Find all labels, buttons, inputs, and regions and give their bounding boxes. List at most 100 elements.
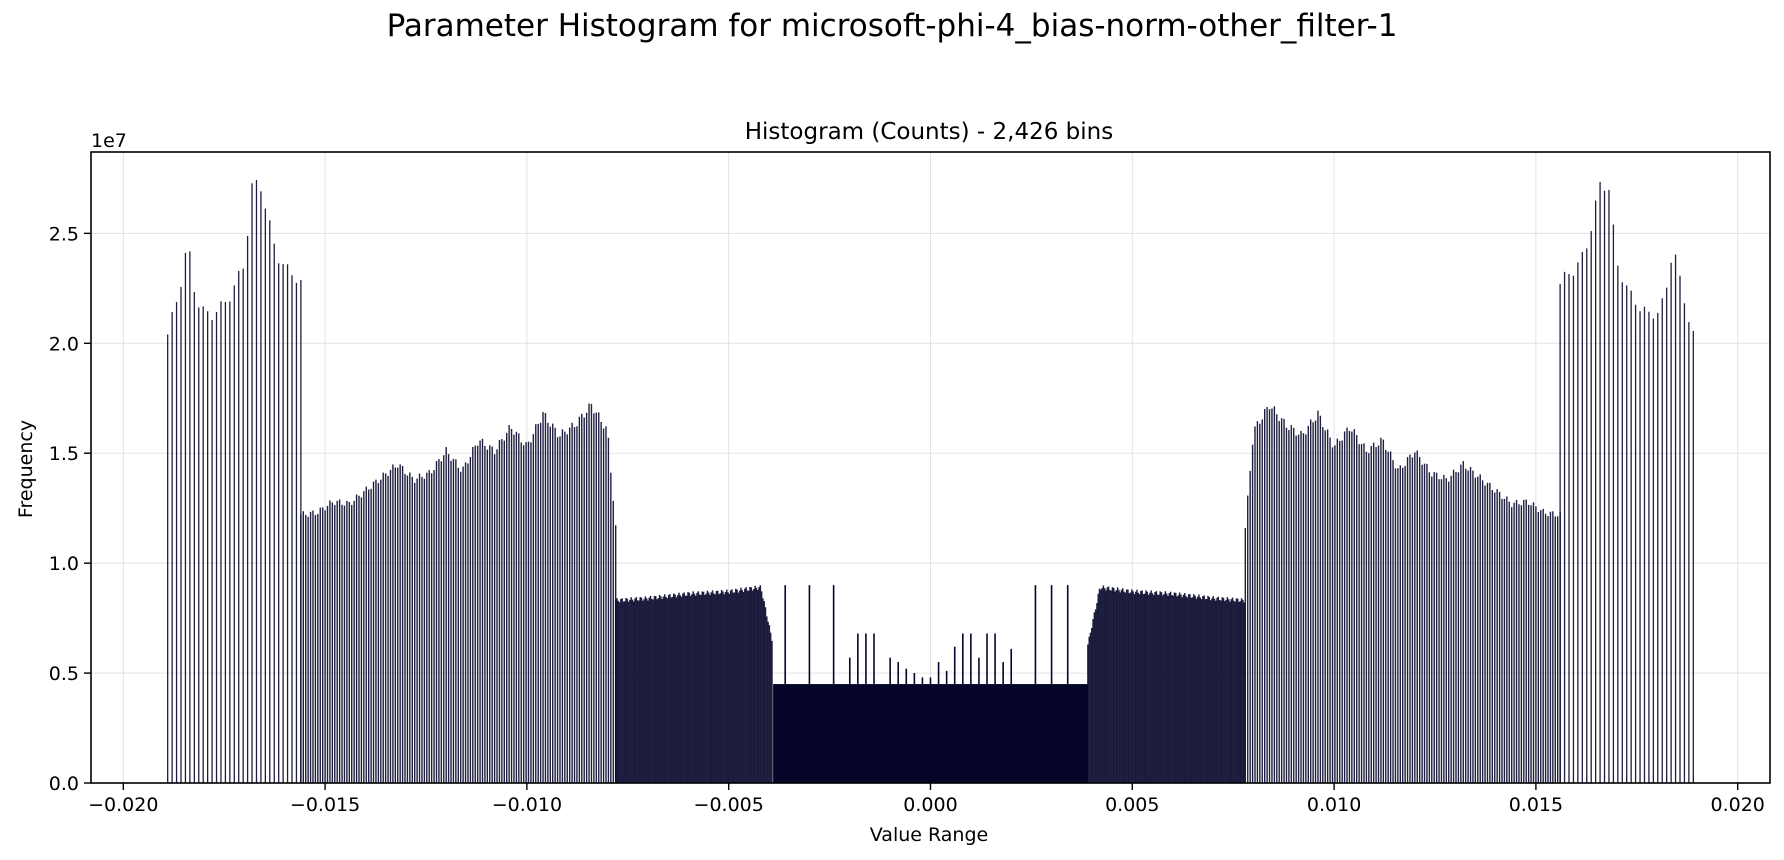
histogram-bar: [724, 591, 727, 783]
histogram-bar: [640, 597, 643, 783]
histogram-bar: [286, 264, 289, 783]
histogram-bar: [1639, 311, 1641, 783]
histogram-bar: [399, 464, 401, 783]
histogram-bar: [1169, 591, 1172, 783]
histogram-bar: [1244, 527, 1247, 783]
histogram-bar: [1661, 298, 1663, 783]
histogram-bar: [1134, 591, 1137, 783]
histogram-bar: [726, 589, 728, 783]
histogram-bar: [600, 422, 602, 783]
histogram-bar: [1426, 463, 1428, 783]
histogram-bar: [1617, 265, 1619, 784]
axes-title: Histogram (Counts) - 2,426 bins: [745, 119, 1113, 145]
histogram-bar: [629, 599, 631, 783]
histogram-bar: [336, 500, 338, 783]
histogram-bar: [1474, 477, 1477, 783]
histogram-bar: [1375, 447, 1377, 783]
histogram-bar: [1290, 425, 1293, 783]
histogram-bar: [372, 481, 375, 783]
histogram-bar: [1341, 440, 1343, 783]
y-offset-label: 1e7: [91, 130, 127, 152]
histogram-bar: [1227, 599, 1230, 783]
histogram-bar: [771, 640, 773, 783]
histogram-bar: [1634, 304, 1637, 783]
histogram-bar: [1202, 596, 1204, 783]
histogram-bar: [701, 591, 703, 783]
histogram-bar: [1450, 475, 1452, 783]
histogram-bar: [1462, 461, 1464, 783]
histogram-bar: [370, 488, 372, 783]
histogram-bar: [384, 473, 387, 783]
histogram-bar: [1334, 445, 1336, 783]
histogram-bar: [1181, 597, 1183, 783]
histogram-bar: [341, 504, 343, 783]
histogram-bar: [658, 594, 661, 783]
histogram-bar: [1603, 190, 1606, 784]
histogram-bar: [1180, 594, 1182, 783]
histogram-bar: [175, 302, 178, 783]
histogram-bar: [568, 427, 571, 783]
histogram-bar: [1194, 595, 1196, 783]
histogram-bar: [654, 596, 657, 783]
histogram-bar: [220, 301, 222, 783]
histogram-bar: [1445, 478, 1448, 783]
histogram-bar: [1213, 598, 1216, 783]
histogram-bar: [1397, 468, 1399, 783]
histogram-bar: [525, 442, 527, 783]
histogram-bar: [552, 423, 554, 783]
histogram-bar: [684, 595, 687, 783]
histogram-bar: [595, 412, 598, 783]
histogram-bar: [702, 591, 705, 783]
histogram-bar: [1523, 499, 1525, 783]
x-axis-label: Value Range: [870, 824, 988, 846]
histogram-bar: [1096, 603, 1098, 783]
histogram-bar: [343, 505, 346, 783]
histogram-bar: [682, 593, 684, 783]
histogram-bar: [1199, 597, 1202, 783]
histogram-bar: [598, 412, 600, 783]
histogram-bar: [367, 489, 370, 783]
histogram-bar: [331, 502, 334, 783]
histogram-bar: [755, 587, 758, 783]
histogram-bar: [1608, 189, 1610, 783]
histogram-bar: [312, 510, 314, 783]
histogram-bar: [324, 510, 326, 783]
histogram-bar: [865, 633, 867, 783]
histogram-bar: [452, 458, 455, 783]
histogram-bar: [766, 616, 768, 783]
histogram-bar: [1280, 418, 1283, 783]
histogram-bar: [433, 470, 435, 783]
histogram-bar: [727, 592, 729, 783]
histogram-bar: [363, 491, 365, 783]
histogram-bar: [1358, 444, 1360, 783]
histogram-bar: [744, 588, 746, 783]
histogram-bar: [566, 434, 568, 783]
histogram-bar: [1581, 251, 1583, 783]
histogram-bar: [700, 595, 702, 783]
histogram-bar: [1185, 596, 1187, 783]
histogram-bar: [623, 601, 626, 783]
histogram-bar: [1300, 430, 1302, 783]
histogram-bar: [581, 413, 583, 783]
histogram-bar: [1674, 254, 1677, 783]
histogram-bar: [1394, 468, 1397, 783]
histogram-bar: [423, 478, 426, 783]
histogram-bar: [945, 670, 948, 783]
histogram-bar: [1339, 441, 1341, 783]
histogram-bar: [1438, 479, 1440, 783]
histogram-bar: [1116, 587, 1119, 783]
histogram-bar: [305, 514, 307, 783]
histogram-bar: [1293, 427, 1295, 783]
histogram-bar: [346, 500, 348, 783]
histogram-bar: [669, 594, 671, 783]
histogram-bar: [438, 459, 440, 783]
histogram-bar: [607, 437, 610, 783]
histogram-bar: [1491, 489, 1494, 783]
histogram-bar: [848, 657, 851, 783]
histogram-bar: [481, 438, 484, 783]
histogram-bar: [1089, 632, 1092, 783]
histogram-bar: [1368, 453, 1370, 783]
histogram-bar: [784, 585, 787, 783]
histogram-bar: [1518, 504, 1520, 783]
